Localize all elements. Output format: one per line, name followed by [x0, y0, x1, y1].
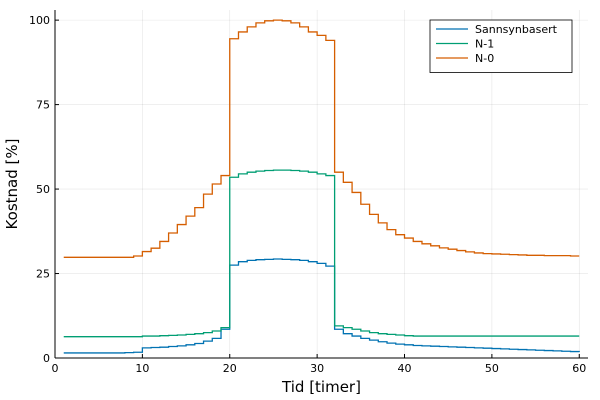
series-line	[63, 169, 580, 338]
legend-label: N-1	[475, 38, 494, 51]
x-tick-label: 10	[135, 362, 149, 375]
legend: Sannsynbasert N-1N-0	[429, 19, 573, 73]
y-tick-label: 0	[43, 352, 50, 365]
y-tick-label: 25	[36, 268, 50, 281]
axes-frame	[54, 10, 588, 359]
legend-label: N-0	[475, 52, 494, 65]
y-tick-label: 50	[36, 183, 50, 196]
x-tick-label: 0	[52, 362, 59, 375]
series-lines	[63, 19, 580, 354]
series-line	[63, 19, 580, 258]
x-tick-label: 30	[310, 362, 324, 375]
x-tick-label: 20	[223, 362, 237, 375]
x-tick-label: 40	[398, 362, 412, 375]
y-tick-label: 100	[29, 14, 50, 27]
series-line	[63, 258, 580, 354]
y-tick-label: 75	[36, 99, 50, 112]
y-axis-label: Kostnad [%]	[3, 139, 21, 230]
tick-labels: 0 10 20 30 40 50 60 0 25 50 75 100	[29, 14, 586, 375]
x-tick-label: 50	[485, 362, 499, 375]
x-axis-label: Tid [timer]	[281, 378, 361, 396]
legend-label: Sannsynbasert	[475, 23, 558, 36]
x-tick-label: 60	[572, 362, 586, 375]
